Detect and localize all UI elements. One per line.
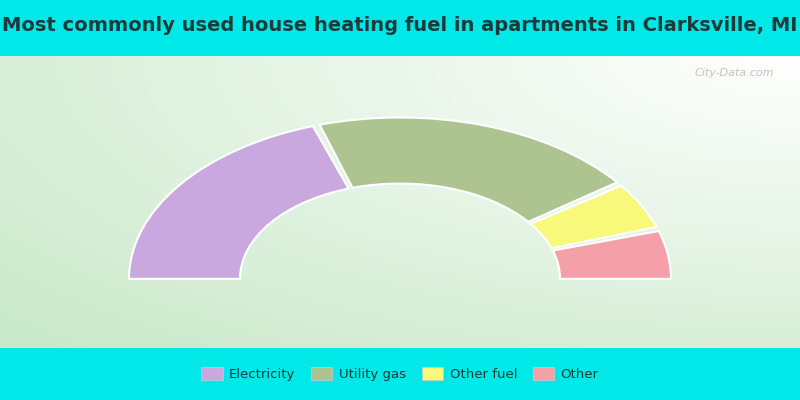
Wedge shape [553, 231, 671, 279]
Text: City-Data.com: City-Data.com [694, 68, 774, 78]
Wedge shape [129, 126, 349, 279]
Legend: Electricity, Utility gas, Other fuel, Other: Electricity, Utility gas, Other fuel, Ot… [196, 362, 604, 386]
Wedge shape [320, 118, 617, 222]
Text: Most commonly used house heating fuel in apartments in Clarksville, MI: Most commonly used house heating fuel in… [2, 16, 798, 35]
Wedge shape [530, 186, 657, 248]
